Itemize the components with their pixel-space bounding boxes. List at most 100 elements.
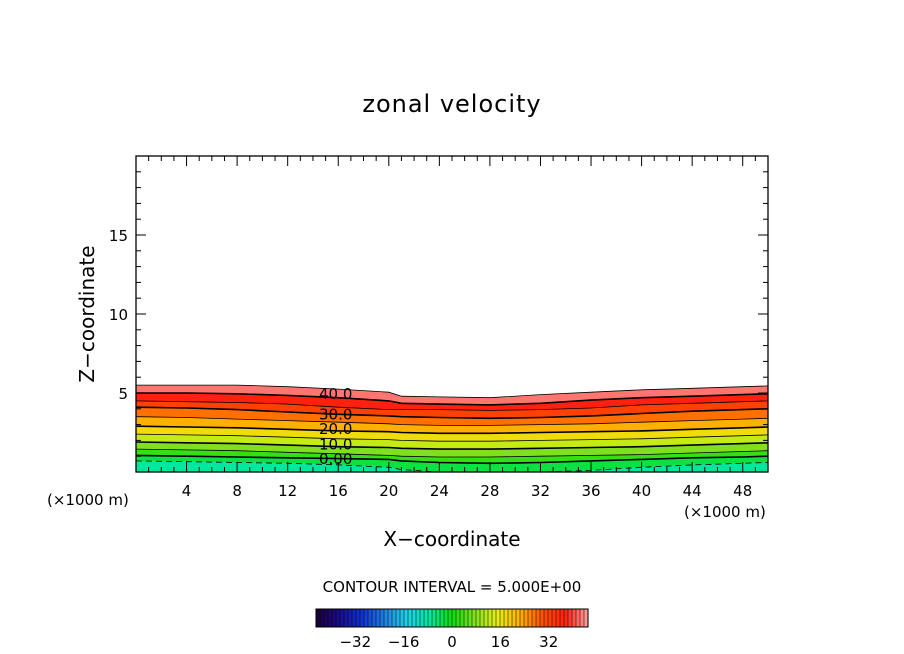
- colorbar-segment: [347, 608, 353, 628]
- colorbar-segment: [463, 608, 469, 628]
- x-tick-label: 24: [430, 482, 449, 500]
- colorbar-segment: [499, 608, 505, 628]
- colorbar-tick-labels: −32 −16 0 16 32: [339, 633, 558, 651]
- colorbar-segment: [559, 608, 565, 628]
- contour-label: 0.00: [319, 450, 352, 468]
- contour-band: [136, 460, 768, 472]
- colorbar-tick-label: 0: [447, 633, 457, 651]
- colorbar-segment: [395, 608, 401, 628]
- colorbar-segment: [443, 608, 449, 628]
- colorbar-segment: [555, 608, 561, 628]
- colorbar-segment: [579, 608, 585, 628]
- colorbar-segment: [359, 608, 365, 628]
- colorbar-segment: [411, 608, 417, 628]
- colorbar-segment: [319, 608, 325, 628]
- colorbar-tick-label: 16: [491, 633, 510, 651]
- y-tick-label: 10: [109, 306, 128, 324]
- colorbar-segment: [523, 608, 529, 628]
- colorbar-segment: [431, 608, 437, 628]
- contour-line: [135, 425, 769, 435]
- colorbar-segment: [483, 608, 489, 628]
- x-tick-label: 4: [182, 482, 192, 500]
- contour-line: [135, 406, 769, 420]
- colorbar-segment: [355, 608, 361, 628]
- colorbar-tick-label: −32: [339, 633, 371, 651]
- colorbar-segment: [323, 608, 329, 628]
- colorbar-segment: [367, 608, 373, 628]
- colorbar-segment: [467, 608, 473, 628]
- colorbar-segment: [435, 608, 441, 628]
- chart-title: zonal velocity: [362, 90, 541, 118]
- colorbar-segment: [535, 608, 541, 628]
- colorbar-segment: [495, 608, 501, 628]
- colorbar-segment: [407, 608, 413, 628]
- colorbar-segment: [343, 608, 349, 628]
- colorbar-segment: [475, 608, 481, 628]
- contour-band: [136, 455, 768, 472]
- axis-ticks: [136, 156, 768, 472]
- colorbar-segment: [339, 608, 345, 628]
- contour-line: [136, 392, 769, 406]
- colorbar-segment: [455, 608, 461, 628]
- colorbar-tick-label: −16: [388, 633, 420, 651]
- colorbar-segment: [575, 608, 581, 628]
- contour-line: [135, 400, 769, 411]
- x-tick-label: 20: [379, 482, 398, 500]
- colorbar-segment: [439, 608, 445, 628]
- contour-label: 10.0: [319, 436, 352, 454]
- contour-band: [136, 385, 768, 405]
- colorbar-segment: [371, 608, 377, 628]
- colorbar-segment: [451, 608, 457, 628]
- x-tick-label: 36: [581, 482, 600, 500]
- contour-band: [136, 407, 768, 426]
- colorbar-segment: [423, 608, 429, 628]
- colorbar-segment: [391, 608, 397, 628]
- colorbar-segment: [327, 608, 333, 628]
- x-tick-label: 40: [632, 482, 651, 500]
- colorbar-segment: [551, 608, 557, 628]
- colorbar-segment: [403, 608, 409, 628]
- contour-labels: 40.0 30.020.010.00.00: [319, 385, 352, 468]
- colorbar-tick-label: 32: [539, 633, 558, 651]
- contour-label: 20.0: [319, 420, 352, 438]
- contour-label: 30.0: [319, 406, 352, 424]
- colorbar-segment: [419, 608, 425, 628]
- colorbar-segment: [459, 608, 465, 628]
- contour-line: [135, 448, 769, 458]
- y-axis-label: Z−coordinate: [75, 245, 99, 382]
- colorbar-segment: [519, 608, 525, 628]
- contour-label: 40.0: [319, 385, 352, 403]
- colorbar-segment: [547, 608, 553, 628]
- colorbar-segment: [491, 608, 497, 628]
- colorbar-segment: [543, 608, 549, 628]
- colorbar-segment: [515, 608, 521, 628]
- x-tick-label: 12: [278, 482, 297, 500]
- contour-lines: [135, 384, 769, 473]
- colorbar-segment: [571, 608, 577, 628]
- colorbar-segment: [387, 608, 393, 628]
- contour-line: [135, 433, 769, 442]
- colorbar-segment: [531, 608, 537, 628]
- x-unit-left: (×1000 m): [47, 491, 129, 509]
- colorbar-segment: [399, 608, 405, 628]
- colorbar-segment: [375, 608, 381, 628]
- contour-interval-text: CONTOUR INTERVAL = 5.000E+00: [323, 578, 582, 596]
- x-tick-label: 16: [329, 482, 348, 500]
- colorbar-segment: [539, 608, 545, 628]
- colorbar-segment: [487, 608, 493, 628]
- colorbar-segment: [331, 608, 337, 628]
- x-tick-label: 28: [480, 482, 499, 500]
- colorbar-segment: [511, 608, 517, 628]
- colorbar: [315, 608, 589, 628]
- x-tick-label: 44: [683, 482, 702, 500]
- x-tick-label: 8: [232, 482, 242, 500]
- x-tick-label: 32: [531, 482, 550, 500]
- colorbar-segment: [379, 608, 385, 628]
- colorbar-segment: [447, 608, 453, 628]
- y-tick-label: 15: [109, 227, 128, 245]
- colorbar-segment: [383, 608, 389, 628]
- contour-band: [136, 393, 768, 411]
- colorbar-segment: [335, 608, 341, 628]
- contour-band: [136, 400, 768, 419]
